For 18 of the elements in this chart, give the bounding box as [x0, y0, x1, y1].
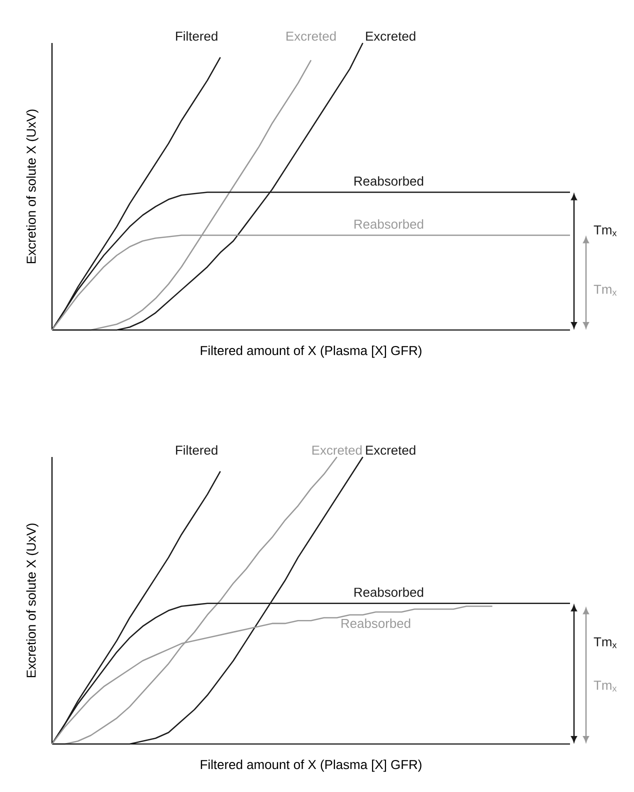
series-label: Excreted — [366, 445, 416, 455]
series-label: Filtered — [176, 445, 218, 455]
y-axis-title: Excretion of solute X (UxV) — [26, 524, 38, 678]
series-label: Filtered — [176, 31, 218, 41]
series-label: Excreted — [366, 31, 416, 41]
series-label: Reabsorbed — [354, 176, 424, 186]
text: Tm$_{x}$ — [594, 637, 617, 648]
x-axis-title: Filtered amount of X (Plasma [X] GFR) — [200, 346, 422, 358]
series-label: Reabsorbed — [354, 219, 424, 229]
text: Tm$_{x}$ — [594, 225, 617, 236]
y-axis-title: Excretion of solute X (UxV) — [26, 110, 38, 264]
series-label: Reabsorbed — [354, 587, 424, 597]
text: Tm$_{x}$ — [594, 284, 617, 296]
text: Tm$_{x}$ — [594, 680, 617, 692]
series-label: Excreted — [286, 31, 336, 41]
series-label: Excreted — [312, 445, 362, 455]
series-label: Reabsorbed — [342, 618, 410, 628]
x-axis-title: Filtered amount of X (Plasma [X] GFR) — [200, 760, 422, 772]
